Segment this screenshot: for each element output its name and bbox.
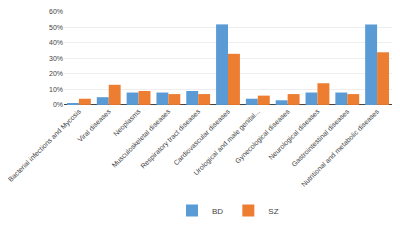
svg-text:Neoplasms: Neoplasms xyxy=(112,107,143,138)
svg-text:0%: 0% xyxy=(53,101,63,108)
svg-text:Bacterial infections and Mycos: Bacterial infections and Mycosis xyxy=(7,107,83,183)
svg-text:60%: 60% xyxy=(49,8,63,15)
svg-text:Nutritional and metabolic dise: Nutritional and metabolic diseases xyxy=(300,107,381,188)
svg-text:Musculoskeletal diseases: Musculoskeletal diseases xyxy=(110,107,171,168)
svg-text:Cardiovascular diseases: Cardiovascular diseases xyxy=(172,107,231,166)
svg-text:Viral diseases: Viral diseases xyxy=(76,107,112,143)
svg-text:20%: 20% xyxy=(49,70,63,77)
svg-text:10%: 10% xyxy=(49,86,63,93)
svg-text:50%: 50% xyxy=(49,24,63,31)
svg-text:30%: 30% xyxy=(49,55,63,62)
svg-text:BD: BD xyxy=(212,207,223,216)
svg-text:40%: 40% xyxy=(49,39,63,46)
svg-text:Urological and male genital...: Urological and male genital... xyxy=(192,108,262,178)
svg-text:Neurological diseases: Neurological diseases xyxy=(267,107,321,161)
svg-text:Gynecological diseases: Gynecological diseases xyxy=(234,107,292,165)
svg-text:Respiratory tract diseases: Respiratory tract diseases xyxy=(139,107,202,170)
svg-text:SZ: SZ xyxy=(268,207,278,216)
svg-text:Gastrointestinal diseases: Gastrointestinal diseases xyxy=(290,107,351,168)
